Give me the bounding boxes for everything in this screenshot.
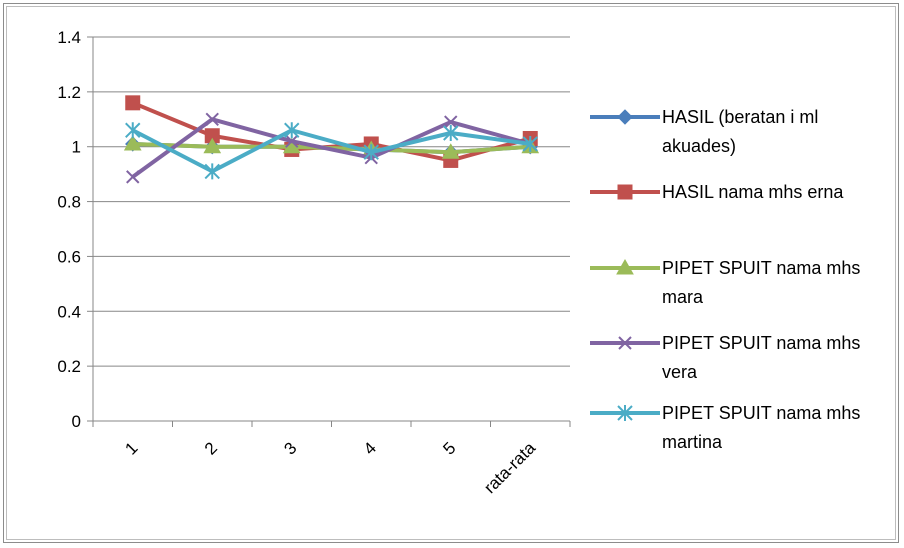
x-axis-ticks: 1 2 3 4 5 rata-rata [92, 421, 571, 497]
x-tick-label: 2 [201, 438, 221, 458]
y-axis-ticks: 0 0.2 0.4 0.6 0.8 1 1.2 1.4 [57, 28, 93, 431]
legend-label: mara [662, 287, 704, 307]
data-point [441, 143, 460, 159]
y-tick-label: 1.4 [57, 28, 81, 47]
data-point [617, 405, 633, 421]
legend-label: vera [662, 362, 698, 382]
legend-label: akuades) [662, 136, 736, 156]
y-tick-label: 0.8 [57, 193, 81, 212]
legend-label: martina [662, 432, 723, 452]
legend-label: PIPET SPUIT nama mhs [662, 258, 860, 278]
legend: HASIL (beratan i ml akuades) HASIL nama mh… [590, 107, 860, 452]
axes [92, 37, 570, 422]
series-5 [125, 122, 538, 180]
y-tick-label: 0 [72, 412, 81, 431]
legend-label: PIPET SPUIT nama mhs [662, 333, 860, 353]
legend-entry: PIPET SPUIT nama mhs vera [590, 333, 860, 382]
series-line [131, 117, 531, 179]
data-point [363, 144, 379, 161]
series-layer [123, 95, 540, 184]
legend-label: HASIL (beratan i ml [662, 107, 818, 127]
x-tick-label: 3 [280, 438, 300, 458]
data-point [126, 170, 140, 184]
legend-entry: HASIL (beratan i ml akuades) [590, 107, 818, 156]
data-point [125, 95, 141, 111]
data-point [125, 122, 141, 139]
x-tick-label: 5 [439, 438, 459, 458]
x-tick-label: rata-rata [480, 438, 539, 497]
y-tick-label: 1.2 [57, 83, 81, 102]
data-point [617, 109, 633, 125]
legend-label: PIPET SPUIT nama mhs [662, 403, 860, 423]
y-tick-label: 0.6 [57, 247, 81, 266]
chart-frame [3, 3, 899, 543]
y-tick-label: 1 [72, 138, 81, 157]
legend-label: HASIL nama mhs erna [662, 182, 844, 202]
y-tick-label: 0.4 [57, 302, 81, 321]
data-point [203, 137, 222, 154]
data-point [522, 135, 538, 152]
data-point [205, 112, 219, 126]
data-point [285, 134, 299, 148]
x-tick-label: 1 [121, 438, 141, 458]
legend-entry: PIPET SPUIT nama mhs mara [590, 258, 860, 307]
data-point [204, 163, 220, 180]
legend-entry: PIPET SPUIT nama mhs martina [590, 403, 860, 452]
x-tick-label: 4 [360, 438, 380, 458]
gridlines [93, 36, 570, 367]
data-point [618, 336, 632, 350]
data-point [123, 134, 142, 151]
data-point [443, 125, 459, 141]
data-point [284, 122, 300, 139]
data-point [617, 184, 633, 200]
series-line [131, 128, 531, 174]
data-point [616, 258, 634, 275]
y-tick-label: 0.2 [57, 357, 81, 376]
legend-entry: HASIL nama mhs erna [590, 182, 844, 202]
data-point [444, 115, 458, 129]
